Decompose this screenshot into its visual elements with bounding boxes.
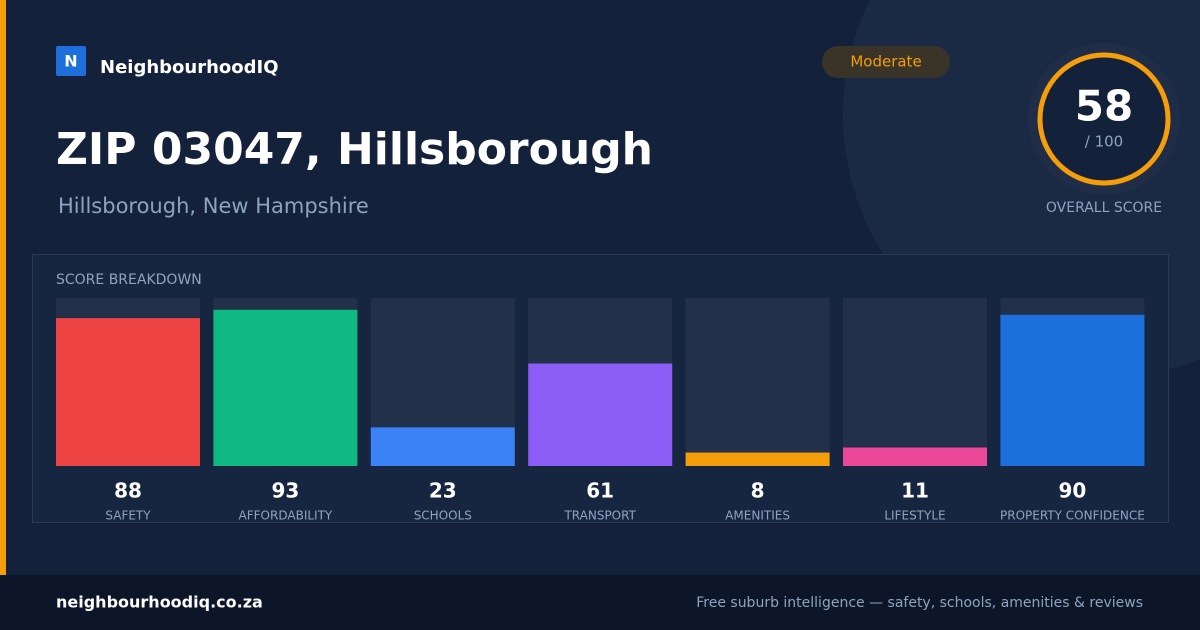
badge (822, 46, 950, 78)
page-title: ZIP 03047, Hillsborough (56, 124, 653, 175)
category-label: TRANSPORT (563, 509, 636, 523)
category-label: AFFORDABILITY (239, 509, 333, 523)
bar (1000, 314, 1145, 466)
bar (528, 363, 673, 466)
value-label: 88 (114, 479, 142, 503)
chart-title: SCORE BREAKDOWN (56, 272, 202, 288)
value-label: 61 (586, 479, 614, 503)
brand-name: NeighbourhoodIQ (100, 57, 279, 78)
value-label: 23 (429, 479, 457, 503)
logo (56, 46, 86, 76)
bar (843, 447, 987, 466)
bar-track (843, 298, 987, 466)
badge-text: Moderate (850, 53, 921, 71)
category-label: PROPERTY CONFIDENCE (1000, 509, 1145, 523)
value-label: 93 (271, 479, 299, 503)
category-label: SAFETY (105, 509, 151, 523)
category-label: LIFESTYLE (884, 509, 945, 523)
value-label: 8 (751, 479, 765, 503)
bar (213, 309, 358, 466)
accent-stripe (0, 0, 6, 575)
category-label: AMENITIES (725, 509, 790, 523)
subtitle: Hillsborough, New Hampshire (58, 194, 369, 218)
overall-label: OVERALL SCORE (1046, 200, 1162, 216)
overall-max: / 100 (1085, 133, 1123, 151)
overall-score: 58 (1075, 82, 1133, 131)
bar-track (685, 298, 830, 466)
value-label: 11 (901, 479, 929, 503)
bar (685, 452, 830, 466)
score-ring (1037, 52, 1171, 186)
bar (370, 427, 515, 466)
footer-tagline: Free suburb intelligence — safety, schoo… (696, 595, 1143, 611)
logo-letter: N (64, 52, 77, 71)
category-label: SCHOOLS (414, 509, 472, 523)
footer (0, 575, 1200, 630)
footer-site: neighbourhoodiq.co.za (56, 593, 263, 612)
bar (56, 318, 200, 466)
value-label: 90 (1058, 479, 1086, 503)
